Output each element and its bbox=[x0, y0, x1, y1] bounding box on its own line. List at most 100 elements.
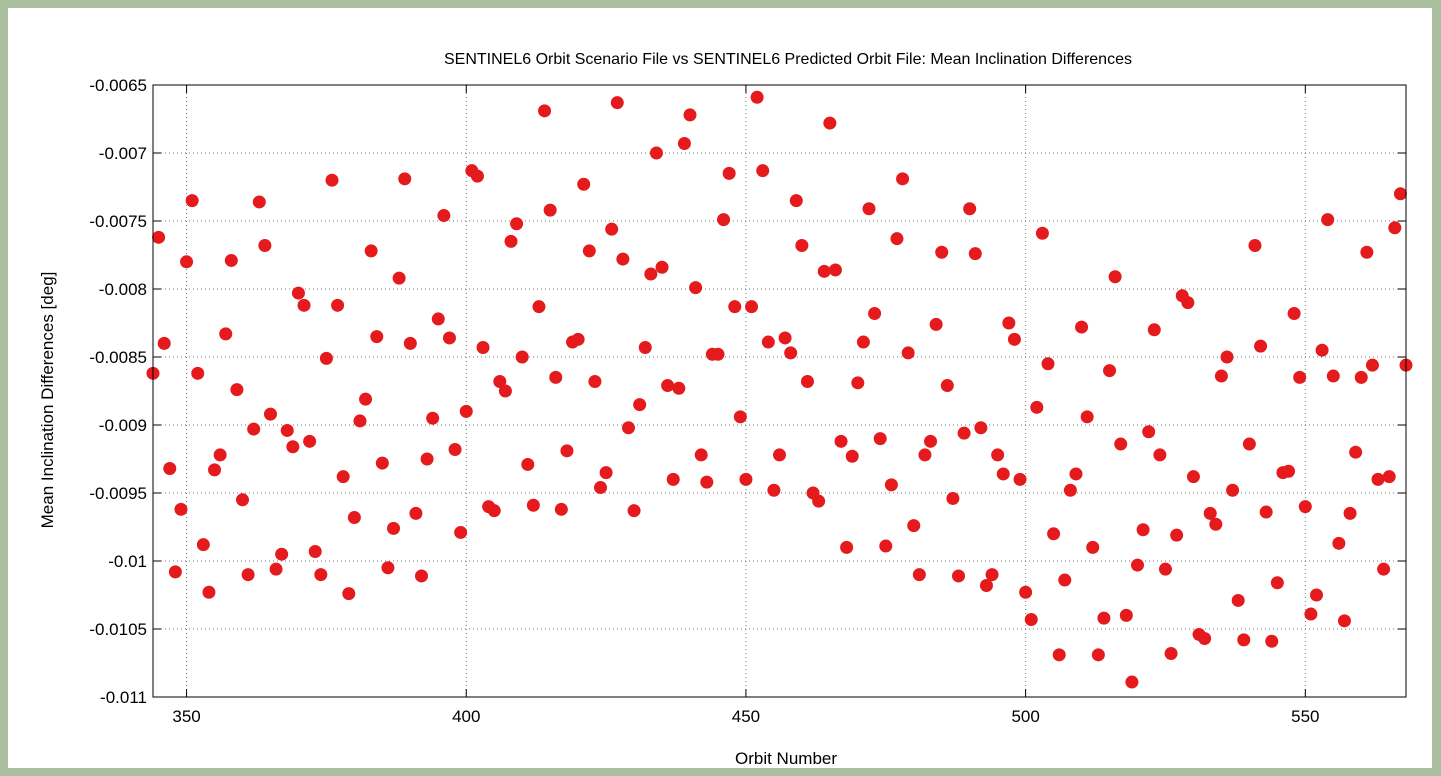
data-point bbox=[1371, 472, 1385, 486]
data-point bbox=[1349, 445, 1363, 459]
data-point bbox=[415, 569, 428, 583]
data-point bbox=[750, 90, 764, 104]
data-point bbox=[275, 547, 289, 561]
data-point bbox=[1337, 614, 1351, 628]
data-point bbox=[331, 298, 345, 312]
data-point bbox=[1360, 245, 1374, 259]
data-point bbox=[1377, 562, 1391, 576]
data-point bbox=[1063, 483, 1077, 497]
data-point bbox=[621, 421, 635, 435]
data-point bbox=[582, 244, 596, 258]
data-point bbox=[1164, 646, 1178, 660]
data-point bbox=[493, 374, 507, 388]
data-point bbox=[946, 491, 960, 505]
data-point bbox=[627, 504, 641, 518]
data-point bbox=[515, 350, 529, 364]
data-point bbox=[840, 540, 854, 554]
data-point bbox=[1153, 448, 1167, 462]
y-tick-label: -0.011 bbox=[100, 688, 147, 707]
data-point bbox=[437, 209, 451, 223]
y-tick-label: -0.0085 bbox=[89, 348, 147, 367]
data-point bbox=[1231, 593, 1245, 607]
data-point bbox=[979, 578, 993, 592]
data-point bbox=[1343, 506, 1357, 520]
data-point bbox=[398, 172, 412, 186]
data-point bbox=[498, 384, 512, 398]
data-point bbox=[610, 96, 624, 110]
data-point bbox=[526, 498, 540, 512]
axis-ticks: -0.0065 -0.007 -0.0075 -0.008 -0.0085 -0.009 -… bbox=[89, 76, 1406, 726]
data-point bbox=[896, 172, 910, 186]
data-point bbox=[1047, 527, 1061, 541]
data-point bbox=[1052, 648, 1066, 662]
data-point bbox=[152, 230, 166, 244]
data-point bbox=[963, 202, 977, 216]
y-tick-label: -0.0075 bbox=[89, 212, 147, 231]
data-point bbox=[672, 381, 686, 395]
data-points bbox=[146, 90, 1413, 689]
data-point bbox=[778, 331, 792, 345]
data-point bbox=[1237, 633, 1251, 647]
data-point bbox=[884, 478, 898, 492]
data-point bbox=[823, 116, 837, 130]
data-point bbox=[789, 194, 803, 208]
data-point bbox=[1214, 369, 1228, 383]
data-point bbox=[1024, 612, 1038, 626]
data-point bbox=[873, 432, 887, 446]
data-point bbox=[409, 506, 423, 520]
data-point bbox=[1147, 323, 1161, 337]
data-point bbox=[817, 264, 831, 278]
data-point bbox=[1365, 358, 1379, 372]
data-point bbox=[163, 462, 177, 476]
data-point bbox=[392, 271, 406, 285]
data-point bbox=[728, 300, 742, 314]
data-point bbox=[319, 351, 333, 365]
data-point bbox=[1136, 523, 1150, 537]
data-point bbox=[1259, 505, 1273, 519]
data-point bbox=[924, 434, 938, 448]
data-point bbox=[1002, 316, 1016, 330]
data-point bbox=[426, 411, 440, 425]
data-point bbox=[700, 475, 714, 489]
data-point bbox=[1125, 675, 1139, 689]
data-point bbox=[1315, 343, 1329, 357]
data-point bbox=[208, 463, 222, 477]
data-point bbox=[442, 331, 456, 345]
data-point bbox=[1209, 517, 1223, 531]
data-point bbox=[890, 232, 904, 246]
data-point bbox=[974, 421, 988, 435]
data-point bbox=[381, 561, 395, 575]
data-point bbox=[694, 448, 708, 462]
data-point bbox=[912, 568, 926, 582]
data-point bbox=[191, 366, 205, 380]
data-point bbox=[644, 267, 658, 281]
plot-border bbox=[152, 84, 1407, 698]
data-point bbox=[594, 481, 607, 495]
x-tick-label: 500 bbox=[1011, 707, 1039, 726]
data-point bbox=[1114, 437, 1128, 451]
y-tick-label: -0.007 bbox=[99, 144, 147, 163]
data-point bbox=[1035, 226, 1049, 240]
data-point bbox=[1080, 410, 1094, 424]
data-point bbox=[1393, 187, 1407, 201]
data-point bbox=[347, 510, 361, 524]
data-point bbox=[1282, 464, 1296, 478]
data-point bbox=[717, 213, 731, 227]
data-point bbox=[571, 332, 585, 346]
data-point bbox=[952, 569, 965, 583]
data-point bbox=[510, 217, 524, 231]
data-point bbox=[168, 565, 182, 579]
data-point bbox=[213, 448, 227, 462]
data-point bbox=[1254, 339, 1268, 353]
data-point bbox=[454, 525, 468, 539]
data-point bbox=[263, 407, 277, 421]
data-point bbox=[935, 245, 949, 259]
data-point bbox=[532, 300, 546, 314]
data-point bbox=[247, 422, 261, 436]
data-point bbox=[773, 448, 786, 462]
x-tick-label: 350 bbox=[172, 707, 200, 726]
data-point bbox=[795, 238, 809, 252]
data-point bbox=[1030, 400, 1044, 414]
data-point bbox=[1270, 576, 1284, 590]
data-point bbox=[224, 253, 238, 267]
